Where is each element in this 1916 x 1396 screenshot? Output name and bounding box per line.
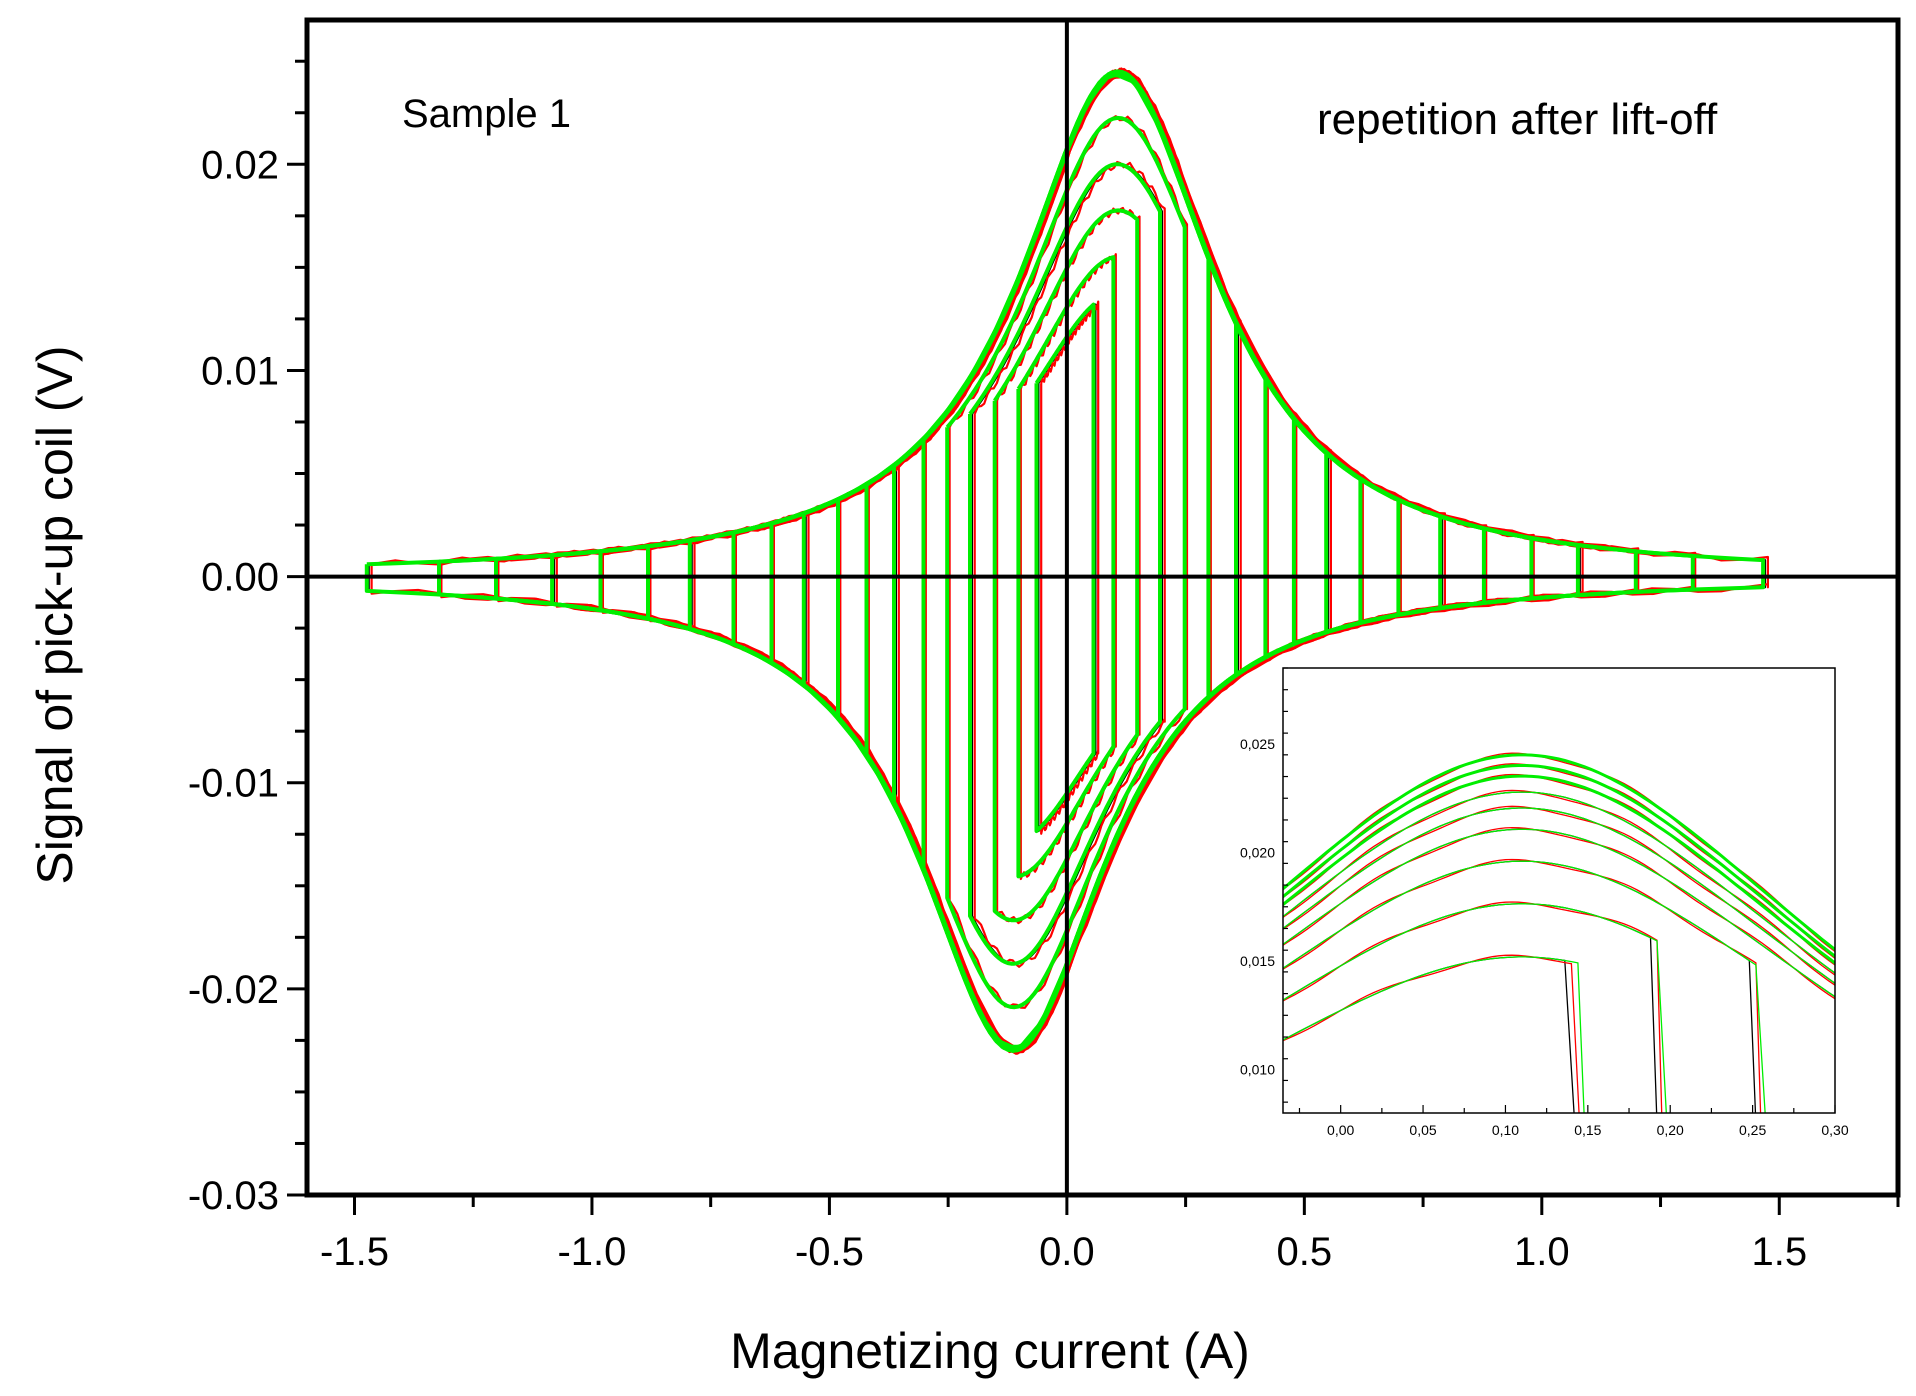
x-tick-label: 0.5 [1277, 1230, 1333, 1274]
y-tick-label: 0.02 [201, 143, 279, 187]
condition-label: repetition after lift-off [1317, 95, 1718, 144]
x-axis-ticks: -1.5 -1.0 -0.5 0.0 0.5 1.0 1.5 [320, 1195, 1900, 1274]
loop-2-15 [948, 115, 1189, 1009]
inset-loop-3-5 [1283, 807, 1835, 985]
inset-loop-2-6 [1283, 826, 1835, 1000]
series-3 [364, 69, 1766, 1053]
x-tick-label: 1.0 [1514, 1230, 1570, 1274]
x-tick-label: 1.5 [1751, 1230, 1807, 1274]
sample-label: Sample 1 [402, 92, 571, 136]
inset-x-tick-label: 0,10 [1492, 1122, 1519, 1138]
loop-3-19 [1034, 302, 1096, 833]
y-tick-label: 0.01 [201, 349, 279, 393]
inset-x-tick-label: 0,30 [1821, 1122, 1848, 1138]
x-tick-label: -1.0 [557, 1230, 626, 1274]
x-tick-label: -1.5 [320, 1230, 389, 1274]
loop-3-16 [968, 162, 1162, 966]
y-tick-label: -0.03 [188, 1174, 279, 1218]
loop-2-19 [1040, 300, 1100, 835]
inset-loop-3-4 [1283, 791, 1835, 974]
loop-2-17 [996, 206, 1141, 925]
inset-y-tick-label: 0,015 [1240, 953, 1275, 969]
inset-x-tick-label: 0,05 [1409, 1122, 1436, 1138]
y-tick-label: 0.00 [201, 556, 279, 600]
inset-frame [1282, 667, 1836, 1114]
inset-y-axis-ticks: 0,010 0,015 0,020 0,025 [1240, 667, 1288, 1103]
inset-x-axis-ticks: 0,00 0,05 0,10 0,15 0,20 0,25 0,30 [1298, 1105, 1849, 1138]
inset-loop-2-1 [1283, 752, 1835, 953]
inset-loop-2-2 [1283, 763, 1835, 960]
loop-2-16 [973, 160, 1166, 968]
inset-loop-2-9 [1283, 954, 1580, 1113]
inset-loop-3-6 [1283, 828, 1835, 998]
inset-series-3 [1283, 753, 1835, 1113]
loop-2-18 [1019, 253, 1117, 881]
inset-loop-2-5 [1283, 805, 1835, 986]
loop-3-18 [1016, 255, 1116, 879]
inset-x-tick-label: 0,00 [1327, 1122, 1354, 1138]
y-tick-label: -0.01 [188, 762, 279, 806]
loop-3-14 [921, 69, 1211, 1053]
loop-3-15 [945, 115, 1187, 1010]
inset-loop-3-2 [1283, 764, 1835, 959]
inset-loop-2-3 [1283, 773, 1835, 966]
zero-reference-lines [307, 20, 1898, 1195]
y-axis-ticks: 0.02 0.01 0.00 -0.01 -0.02 -0.03 [188, 59, 307, 1218]
y-tick-label: -0.02 [188, 968, 279, 1012]
inset-loop-2-7 [1283, 858, 1762, 1113]
plot-frame [304, 17, 1901, 1198]
inset-loop-3-9 [1283, 956, 1585, 1113]
inset-x-tick-label: 0,25 [1739, 1122, 1766, 1138]
main-plot-curves [364, 67, 1769, 1055]
inset-y-tick-label: 0,010 [1240, 1062, 1275, 1078]
inset-x-tick-label: 0,20 [1657, 1122, 1684, 1138]
inset-loop-2-4 [1283, 789, 1835, 976]
y-axis-title: Signal of pick-up coil (V) [27, 345, 83, 884]
inset-curves [1283, 752, 1835, 1113]
loop-3-17 [992, 208, 1140, 923]
inset-y-tick-label: 0,020 [1240, 845, 1275, 861]
x-tick-label: 0.0 [1039, 1230, 1095, 1274]
inset-loop-3-7 [1283, 860, 1766, 1113]
inset-loop-3-3 [1283, 774, 1835, 965]
inset-y-tick-label: 0,025 [1240, 736, 1275, 752]
inset-loop-3-1 [1283, 753, 1835, 952]
x-tick-label: -0.5 [795, 1230, 864, 1274]
inset-loop-3-8 [1283, 903, 1667, 1113]
x-axis-title: Magnetizing current (A) [730, 1323, 1250, 1379]
inset-x-tick-label: 0,15 [1574, 1122, 1601, 1138]
